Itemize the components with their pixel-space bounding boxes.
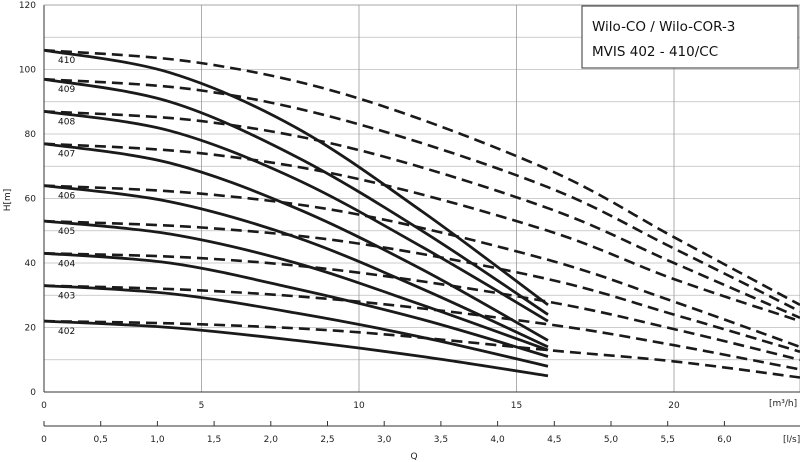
- x-tick-label: 5: [199, 401, 205, 411]
- series-408-dashed-curve: [43, 110, 800, 319]
- series-410-label: 410: [58, 56, 75, 66]
- series-409-label: 409: [58, 85, 75, 95]
- series-404-dashed-curve: [43, 252, 800, 362]
- y-tick-label: 80: [25, 130, 37, 140]
- series-407-label: 407: [58, 150, 75, 160]
- x2-tick-label: 2,0: [264, 435, 279, 445]
- series-406-dashed-curve: [43, 184, 800, 349]
- series-409-solid-curve: [43, 77, 549, 316]
- x-axis-unit-secondary: [l/s]: [783, 435, 800, 445]
- title-line-2: MVIS 402 - 410/CC: [592, 44, 718, 60]
- y-tick-label: 120: [19, 1, 36, 11]
- x2-tick-label: 5,0: [604, 435, 619, 445]
- x2-tick-label: 4,0: [490, 435, 505, 445]
- series-layer: 402 403 404 405 406 407 408 409 410: [43, 48, 800, 379]
- series-404-solid-curve: [43, 251, 549, 358]
- title-box: Wilo-CO / Wilo-COR-3 MVIS 402 - 410/CC: [581, 5, 799, 69]
- title-box-border: [581, 5, 799, 69]
- series-403-solid-curve: [43, 284, 549, 368]
- x-tick-label: 20: [668, 401, 680, 411]
- series-407-solid-curve: [43, 142, 549, 342]
- series-408-solid-curve: [43, 110, 549, 323]
- x-axis-label: Q: [410, 452, 417, 462]
- series-410-solid-curve: [43, 48, 549, 307]
- x2-tick-label: 4,5: [547, 435, 561, 445]
- series-403-label: 403: [58, 292, 75, 302]
- y-tick-label: 100: [19, 66, 36, 76]
- x-tick-label: 10: [353, 401, 365, 411]
- y-tick-label: 0: [30, 388, 36, 398]
- series-402-label: 402: [58, 327, 75, 337]
- title-line-1: Wilo-CO / Wilo-COR-3: [592, 19, 735, 35]
- y-tick-label: 60: [25, 195, 37, 205]
- series-409-dashed-curve: [43, 77, 800, 313]
- x-tick-label: 15: [511, 401, 522, 411]
- series-410-dashed-curve: [43, 48, 800, 307]
- series-405-solid-curve: [43, 219, 549, 352]
- series-402-solid-curve: [43, 319, 549, 378]
- y-tick-label: 40: [25, 259, 37, 269]
- series-405-label: 405: [58, 227, 75, 237]
- series-406-solid-curve: [43, 184, 549, 349]
- series-406-label: 406: [58, 192, 75, 202]
- x-tick-label: 0: [41, 401, 47, 411]
- x2-tick-label: 0,5: [94, 435, 108, 445]
- axis-layer: 0 20 40 60 80 100 120 0 5 10 15 20 0 0,5 1,0 1,5 2,0 2,5 3…: [19, 1, 800, 445]
- x-axis-unit-primary: [m³/h]: [769, 399, 797, 409]
- x2-tick-label: 6,0: [717, 435, 732, 445]
- y-axis-label: H[m]: [3, 189, 13, 212]
- x2-tick-label: 2,5: [320, 435, 334, 445]
- series-402-dashed-curve: [43, 319, 800, 379]
- x2-tick-label: 1,0: [150, 435, 165, 445]
- series-404-label: 404: [58, 259, 75, 269]
- series-407-dashed-curve: [43, 142, 800, 323]
- x2-tick-label: 5,5: [661, 435, 675, 445]
- x2-tick-label: 1,5: [207, 435, 221, 445]
- x2-tick-label: 3,5: [434, 435, 448, 445]
- y-tick-label: 20: [25, 324, 37, 334]
- x2-tick-label: 3,0: [377, 435, 392, 445]
- x2-tick-label: 0: [41, 435, 47, 445]
- series-408-label: 408: [58, 117, 75, 127]
